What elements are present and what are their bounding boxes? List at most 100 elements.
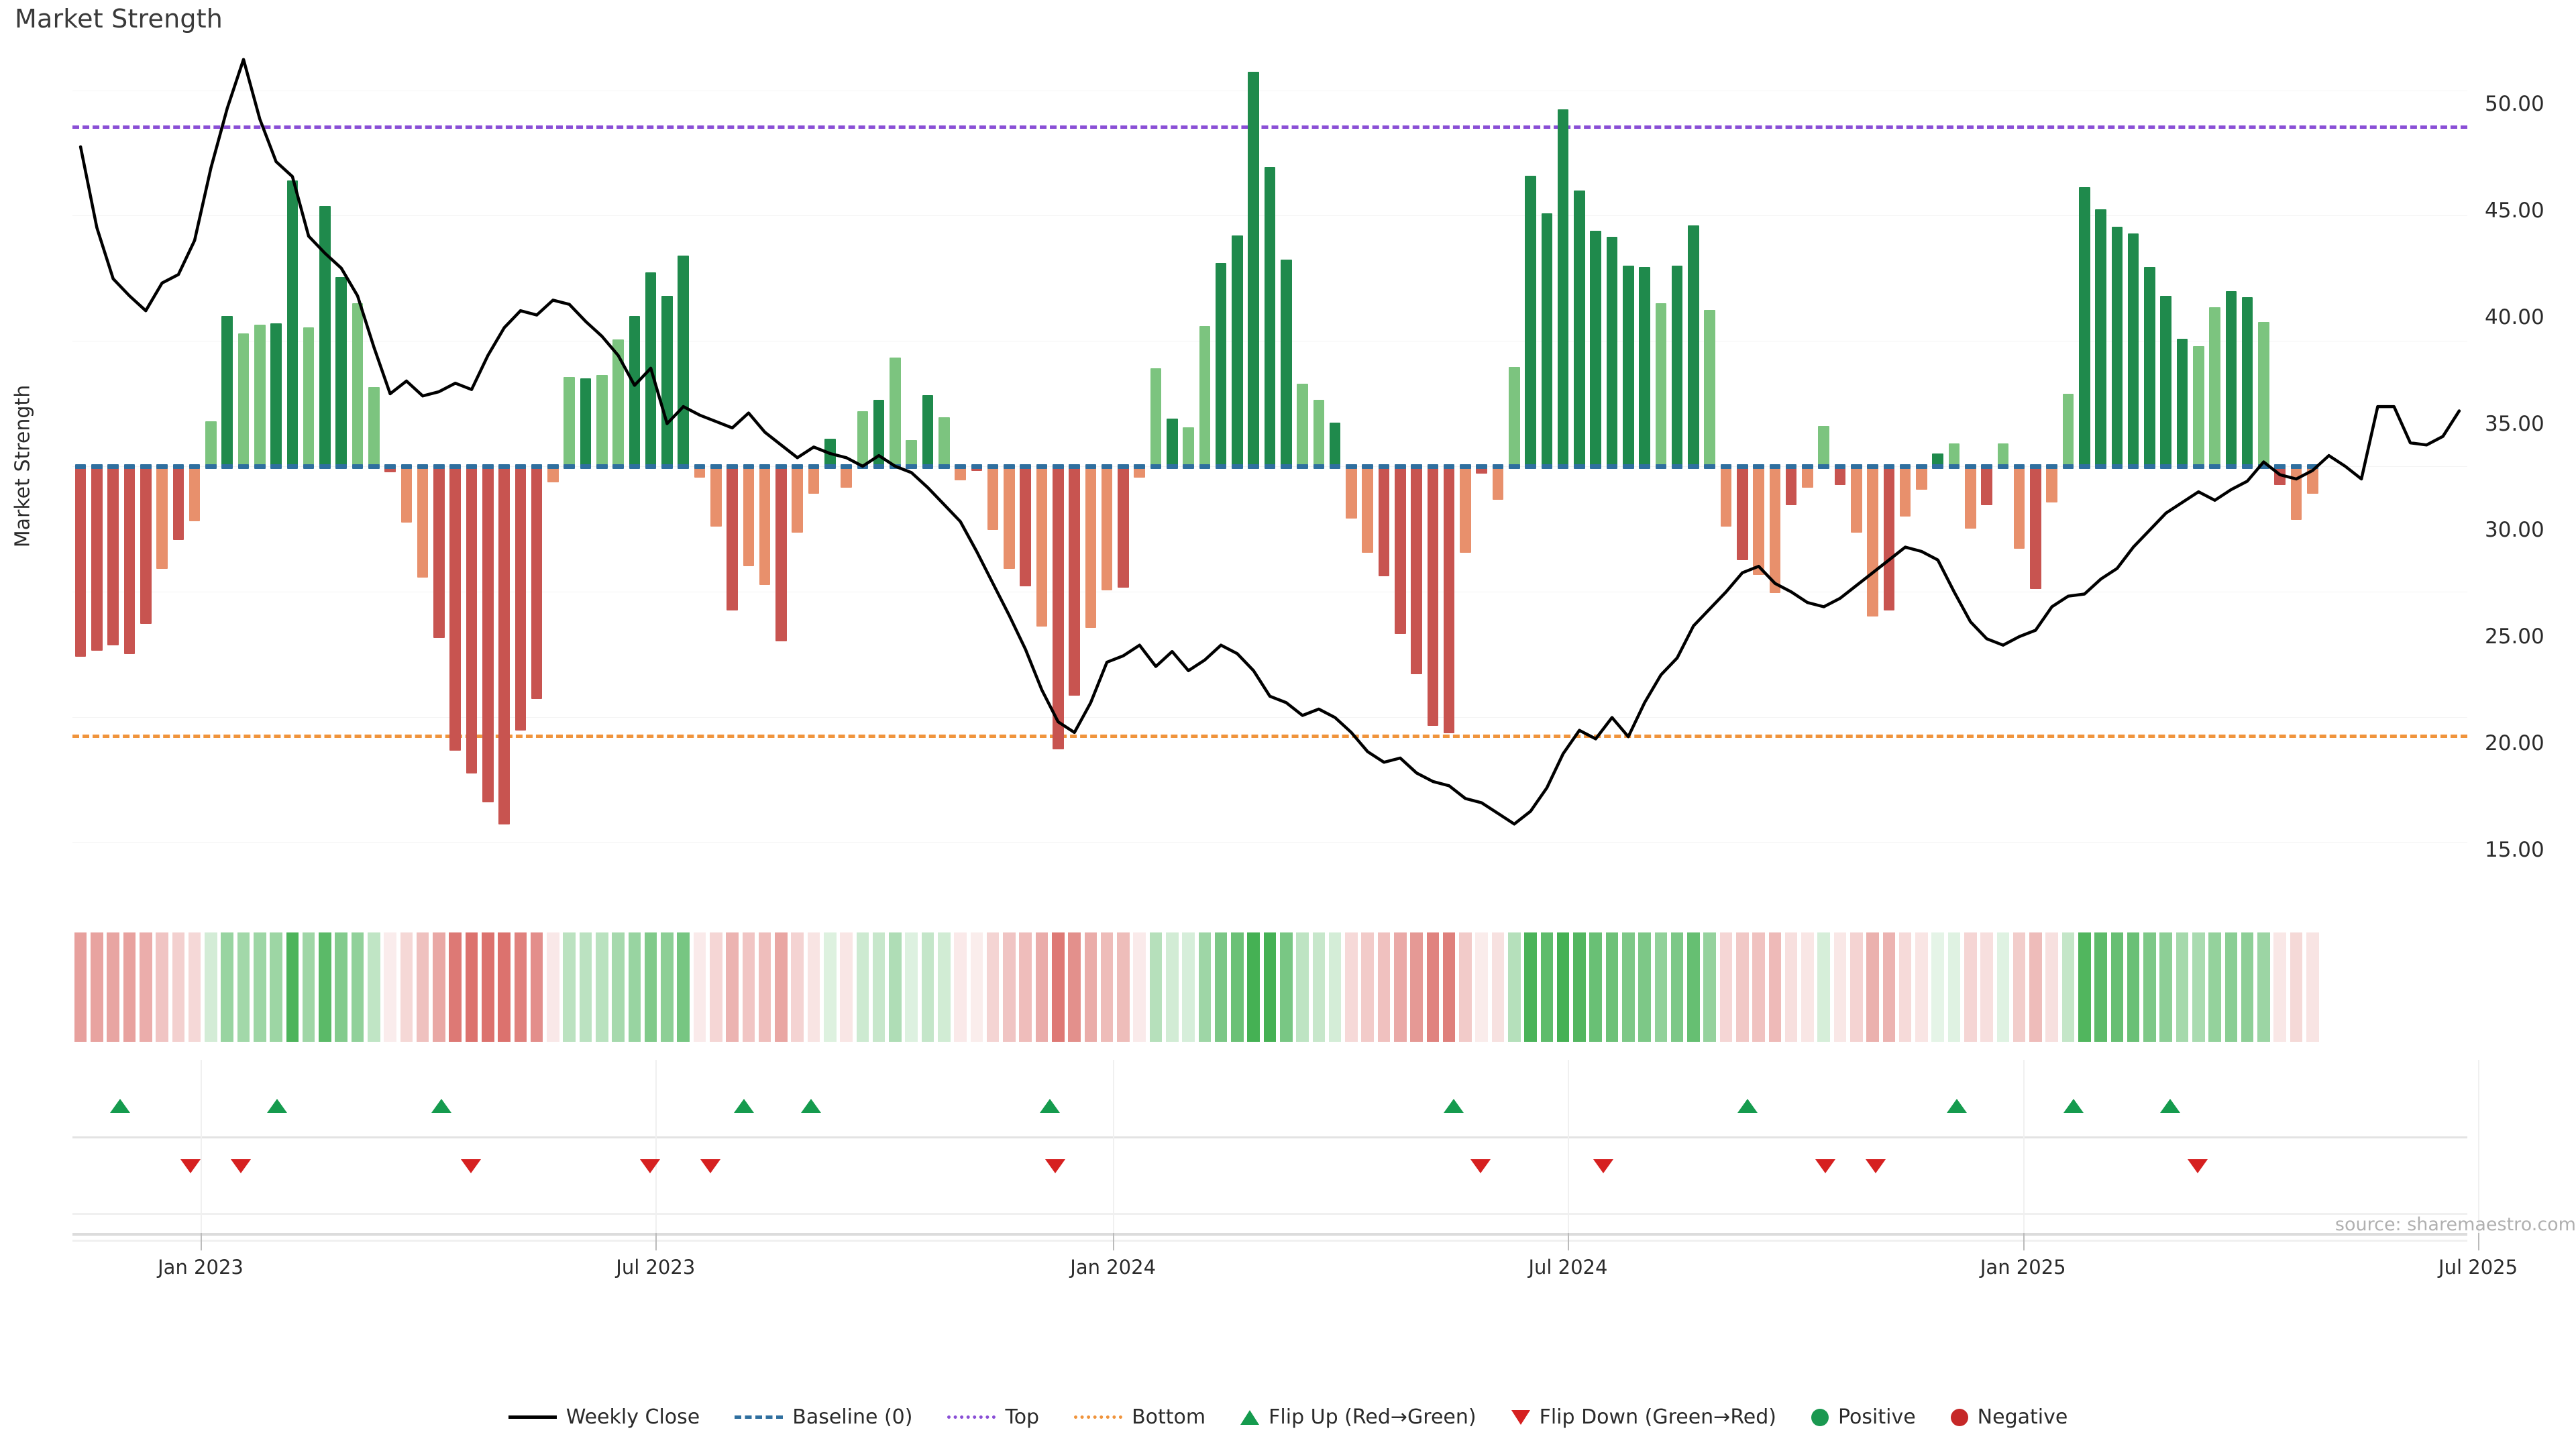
heatmap-cell bbox=[1247, 932, 1260, 1042]
baseline-cap bbox=[237, 464, 250, 469]
baseline-cap bbox=[123, 464, 136, 469]
flip-up-marker[interactable] bbox=[431, 1099, 452, 1113]
flip-up-marker[interactable] bbox=[1946, 1099, 1967, 1113]
baseline-cap bbox=[515, 464, 527, 469]
heatmap-cell bbox=[172, 932, 185, 1042]
flip-up-marker[interactable] bbox=[1039, 1099, 1060, 1113]
flip-down-marker[interactable] bbox=[2188, 1159, 2208, 1173]
strength-bar-positive bbox=[1215, 263, 1227, 466]
baseline-cap bbox=[2290, 464, 2302, 469]
strength-bar-negative bbox=[1720, 466, 1732, 527]
strength-bar-negative bbox=[156, 466, 168, 570]
strength-bar-positive bbox=[303, 327, 315, 466]
baseline-cap bbox=[727, 464, 738, 469]
x-tick-mark bbox=[2478, 1233, 2480, 1250]
baseline-cap bbox=[1476, 464, 1487, 469]
legend-item-flip-up[interactable]: Flip Up (Red→Green) bbox=[1240, 1405, 1477, 1429]
baseline-cap bbox=[1101, 464, 1113, 469]
strength-bar-negative bbox=[792, 466, 803, 533]
legend-item-top[interactable]: Top bbox=[947, 1405, 1039, 1429]
baseline-cap bbox=[2079, 464, 2090, 469]
strength-bar-negative bbox=[1346, 466, 1357, 519]
heatmap-cell bbox=[384, 932, 396, 1042]
legend-item-weekly-close[interactable]: Weekly Close bbox=[508, 1405, 700, 1429]
legend-item-positive[interactable]: Positive bbox=[1811, 1405, 1916, 1429]
heatmap-cell bbox=[1361, 932, 1374, 1042]
flip-up-marker[interactable] bbox=[1737, 1099, 1758, 1113]
legend-item-baseline[interactable]: Baseline (0) bbox=[735, 1405, 912, 1429]
legend-item-negative[interactable]: Negative bbox=[1950, 1405, 2068, 1429]
heatmap-cell bbox=[758, 932, 771, 1042]
baseline-cap bbox=[564, 464, 575, 469]
flip-down-marker[interactable] bbox=[180, 1159, 201, 1173]
heatmap-cell bbox=[140, 932, 152, 1042]
baseline-cap bbox=[1167, 464, 1178, 469]
strength-bar-negative bbox=[1378, 466, 1390, 577]
flip-axis-line bbox=[72, 1136, 2467, 1138]
baseline-cap bbox=[873, 464, 885, 469]
strength-bar-negative bbox=[987, 466, 999, 531]
strength-bar-negative bbox=[1460, 466, 1471, 553]
strength-bar-positive bbox=[1509, 367, 1520, 466]
baseline-cap bbox=[335, 464, 347, 469]
flip-up-marker[interactable] bbox=[733, 1099, 754, 1113]
strength-bar-positive bbox=[2095, 209, 2106, 466]
baseline-cap bbox=[1215, 464, 1227, 469]
flip-down-marker[interactable] bbox=[1470, 1159, 1491, 1173]
strength-bar-negative bbox=[1851, 466, 1862, 533]
legend-item-flip-down[interactable]: Flip Down (Green→Red) bbox=[1511, 1405, 1776, 1429]
heatmap-cell bbox=[1035, 932, 1049, 1042]
flip-vertical-gridline bbox=[2478, 1060, 2480, 1241]
flip-up-marker[interactable] bbox=[266, 1099, 287, 1113]
legend-item-bottom[interactable]: Bottom bbox=[1074, 1405, 1205, 1429]
strength-bar-positive bbox=[1329, 422, 1341, 466]
baseline-cap bbox=[2062, 464, 2074, 469]
strength-bar-negative bbox=[482, 466, 494, 802]
heatmap-cell bbox=[221, 932, 233, 1042]
flip-up-marker[interactable] bbox=[800, 1099, 821, 1113]
baseline-cap bbox=[938, 464, 950, 469]
flip-down-marker[interactable] bbox=[700, 1159, 721, 1173]
flip-up-marker[interactable] bbox=[2160, 1099, 2181, 1113]
strength-bar-negative bbox=[1069, 466, 1080, 696]
heatmap-cell bbox=[1459, 932, 1472, 1042]
flip-up-marker[interactable] bbox=[2063, 1099, 2084, 1113]
flip-down-marker[interactable] bbox=[461, 1159, 482, 1173]
negative-swatch-icon bbox=[1950, 1408, 1968, 1426]
heatmap-cell bbox=[872, 932, 885, 1042]
flip-down-marker[interactable] bbox=[639, 1159, 660, 1173]
baseline-cap bbox=[1248, 464, 1259, 469]
baseline-cap bbox=[612, 464, 624, 469]
baseline-cap bbox=[1199, 464, 1211, 469]
baseline-cap bbox=[775, 464, 787, 469]
flip-down-marker[interactable] bbox=[1045, 1159, 1066, 1173]
baseline-cap bbox=[1346, 464, 1357, 469]
flip-down-marker[interactable] bbox=[1593, 1159, 1614, 1173]
strength-bar-positive bbox=[564, 377, 575, 466]
strength-bar-positive bbox=[221, 315, 233, 466]
strength-bar-negative bbox=[1020, 466, 1031, 587]
baseline-cap bbox=[1232, 464, 1243, 469]
flip-down-marker[interactable] bbox=[230, 1159, 251, 1173]
flip-up-marker[interactable] bbox=[1444, 1099, 1464, 1113]
heatmap-cell bbox=[644, 932, 657, 1042]
baseline-cap bbox=[1704, 464, 1715, 469]
strength-bar-negative bbox=[107, 466, 119, 646]
strength-bar-positive bbox=[1948, 443, 1960, 466]
flip-up-marker[interactable] bbox=[110, 1099, 131, 1113]
strength-bar-negative bbox=[1476, 466, 1487, 474]
flip-down-marker[interactable] bbox=[1815, 1159, 1835, 1173]
strength-bar-negative bbox=[547, 466, 559, 483]
strength-bar-negative bbox=[1362, 466, 1373, 553]
strength-bar-negative bbox=[694, 466, 706, 478]
heatmap-cell bbox=[775, 932, 788, 1042]
heatmap-cell bbox=[1784, 932, 1798, 1042]
strength-bar-negative bbox=[449, 466, 461, 751]
heatmap-cell bbox=[1752, 932, 1765, 1042]
heatmap-cell bbox=[156, 932, 168, 1042]
strength-bar-negative bbox=[808, 466, 820, 494]
baseline-cap bbox=[1460, 464, 1471, 469]
baseline-cap bbox=[466, 464, 478, 469]
heatmap-cell bbox=[596, 932, 608, 1042]
flip-down-marker[interactable] bbox=[1866, 1159, 1886, 1173]
